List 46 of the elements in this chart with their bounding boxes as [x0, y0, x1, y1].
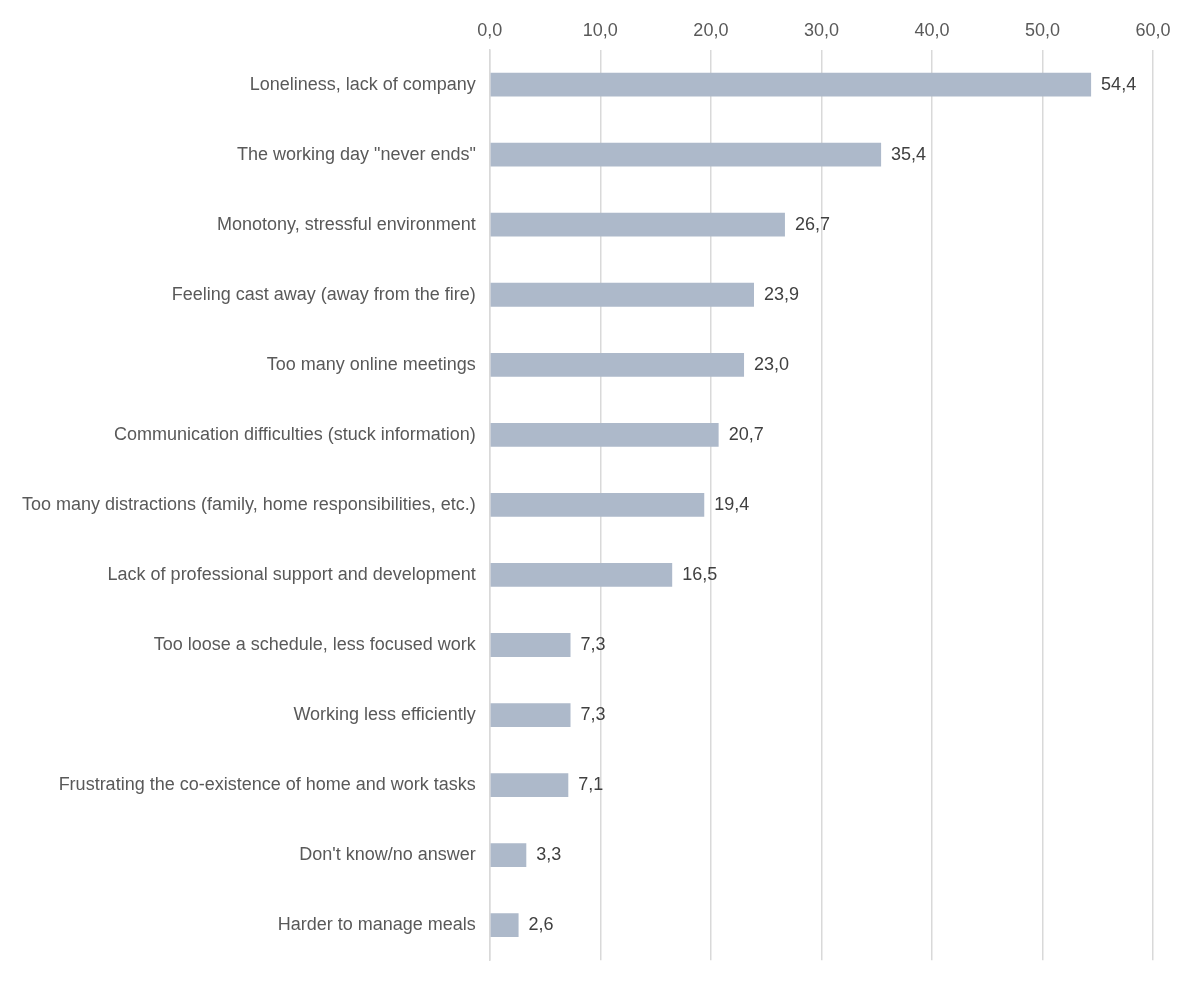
data-label: 7,1 [578, 774, 604, 795]
data-label: 7,3 [580, 633, 606, 654]
data-label: 54,4 [1101, 73, 1137, 94]
data-label: 35,4 [891, 143, 927, 164]
data-label: 23,9 [763, 283, 800, 304]
y-tick-label: Don't know/no answer [299, 844, 476, 865]
data-label: 2,6 [528, 914, 554, 935]
y-tick-label: Too loose a schedule, less focused work [153, 633, 477, 654]
data-label: 26,7 [794, 213, 830, 234]
y-tick-label: Loneliness, lack of company [249, 73, 476, 94]
data-label: 3,3 [536, 844, 562, 865]
x-tick-label: 30,0 [803, 19, 839, 40]
x-tick-label: 50,0 [1024, 19, 1060, 40]
y-tick-label: The working day "never ends" [236, 143, 476, 164]
bar [490, 72, 1092, 97]
bar [490, 282, 754, 307]
y-tick-label: Too many online meetings [266, 353, 476, 374]
x-tick-label: 10,0 [582, 19, 618, 40]
x-tick-label: 0,0 [477, 19, 503, 40]
bar [490, 843, 527, 868]
y-tick-label: Communication difficulties (stuck information) [114, 423, 476, 444]
y-tick-label: Lack of professional support and development [107, 563, 476, 584]
data-label: 7,3 [580, 704, 606, 725]
bar [490, 422, 719, 447]
y-tick-label: Working less efficiently [293, 704, 476, 725]
y-tick-label: Monotony, stressful environment [217, 213, 476, 234]
bar [490, 913, 519, 938]
data-label: 20,7 [728, 423, 764, 444]
x-tick-label: 60,0 [1135, 19, 1171, 40]
bar [490, 142, 882, 167]
y-tick-label: Feeling cast away (away from the fire) [171, 283, 476, 304]
x-tick-label: 40,0 [914, 19, 950, 40]
bar [490, 212, 785, 237]
bar [490, 773, 569, 797]
bar [490, 633, 571, 657]
data-label: 23,0 [754, 353, 790, 374]
bar [490, 563, 673, 587]
x-tick-label: 20,0 [693, 19, 729, 40]
data-label: 16,5 [682, 563, 718, 584]
y-tick-label: Frustrating the co-existence of home and work tasks [58, 774, 476, 795]
y-tick-label: Harder to manage meals [277, 914, 476, 935]
bar [490, 492, 705, 517]
data-label: 19,4 [714, 493, 750, 514]
y-tick-label: Too many distractions (family, home responsibilities, etc.) [21, 493, 476, 514]
bar [490, 703, 571, 727]
bar [490, 352, 745, 377]
